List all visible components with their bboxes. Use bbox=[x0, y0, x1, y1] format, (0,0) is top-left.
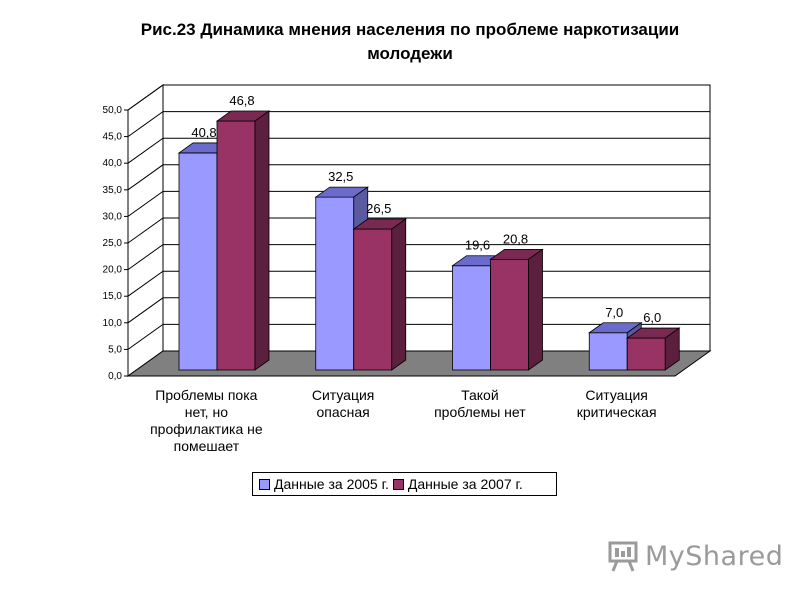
data-label-2007-cat-4: 6,0 bbox=[643, 310, 661, 325]
bar-side bbox=[528, 248, 543, 371]
category-label-line: критическая bbox=[577, 404, 657, 420]
y-tick-label: 40,0 bbox=[103, 158, 123, 169]
bar-2007-cat-1 bbox=[215, 110, 271, 371]
y-tick-label: 35,0 bbox=[103, 185, 123, 196]
chart-title-line-1: Рис.23 Динамика мнения населения по проб… bbox=[140, 20, 680, 39]
bar-front bbox=[626, 337, 666, 371]
y-tick-label: 45,0 bbox=[103, 132, 123, 143]
legend-item-2005: Данные за 2005 г. bbox=[259, 476, 389, 492]
category-label-line: Такой bbox=[461, 387, 499, 403]
bar-side bbox=[391, 218, 407, 371]
bar-2007-cat-3 bbox=[489, 248, 544, 371]
data-label-2005-cat-3: 19,6 bbox=[465, 238, 490, 253]
bar-side bbox=[664, 327, 680, 371]
y-tick-label: 30,0 bbox=[103, 211, 123, 222]
bar-front bbox=[315, 196, 355, 371]
y-tick-label: 10,0 bbox=[103, 318, 123, 329]
y-tick-label: 15,0 bbox=[103, 291, 123, 302]
y-tick-label: 0,0 bbox=[108, 371, 122, 382]
presentation-board-icon bbox=[608, 541, 638, 572]
gridline bbox=[127, 217, 710, 244]
y-tick-label: 25,0 bbox=[103, 238, 123, 249]
category-label-line: нет, но bbox=[185, 404, 228, 420]
legend-swatch-2005 bbox=[259, 478, 270, 490]
gridline bbox=[127, 137, 710, 164]
bar-2007-cat-4 bbox=[626, 327, 681, 371]
chart-title-line-2: молодежи bbox=[367, 44, 453, 63]
gridline bbox=[127, 111, 710, 138]
category-label-line: Проблемы пока bbox=[155, 387, 257, 403]
legend-label-2007: Данные за 2007 г. bbox=[407, 476, 523, 492]
category-label-4: Ситуация критическая bbox=[577, 387, 657, 420]
gridline bbox=[127, 190, 710, 217]
category-label-line: проблемы нет bbox=[434, 404, 526, 420]
category-label-2: Ситуация опасная bbox=[312, 387, 375, 420]
chart-title: Рис.23 Динамика мнения населения по проб… bbox=[60, 18, 760, 66]
watermark: MyShared bbox=[607, 538, 783, 574]
gridline bbox=[127, 84, 710, 111]
bar-side bbox=[254, 110, 270, 371]
data-label-2005-cat-2: 32,5 bbox=[328, 169, 353, 184]
category-label-line: опасная bbox=[316, 404, 369, 420]
data-label-2007-cat-3: 20,8 bbox=[503, 231, 528, 246]
category-label-3: Такой проблемы нет bbox=[434, 387, 526, 420]
category-label-line: профилактика не bbox=[150, 421, 263, 437]
bar-front bbox=[353, 228, 393, 371]
bar-front bbox=[588, 332, 628, 371]
gridline bbox=[127, 164, 710, 191]
category-label-line: помешает bbox=[174, 438, 240, 454]
chart-legend: Данные за 2005 г. Данные за 2007 г. bbox=[252, 472, 557, 496]
gridline bbox=[127, 244, 710, 271]
data-label-2005-cat-4: 7,0 bbox=[605, 305, 623, 320]
bar-front bbox=[178, 152, 218, 371]
data-label-2007-cat-2: 26,5 bbox=[366, 201, 391, 216]
legend-label-2005: Данные за 2005 г. bbox=[274, 476, 389, 492]
data-label-2007-cat-1: 46,8 bbox=[229, 93, 254, 108]
category-label-1: Проблемы пока нет, но профилактика не помеш… bbox=[150, 387, 263, 454]
legend-item-2007: Данные за 2007 г. bbox=[392, 476, 523, 492]
y-tick-label: 50,0 bbox=[103, 105, 123, 116]
y-tick-label: 20,0 bbox=[103, 265, 123, 276]
bar-2007-cat-2 bbox=[352, 218, 407, 371]
watermark-text: MyShared bbox=[645, 540, 784, 572]
chart-plot: 0,0 5,0 10,0 15,0 20,0 25,0 30,0 35,0 40,0 45,0 50… bbox=[103, 84, 712, 454]
y-tick-label: 5,0 bbox=[108, 344, 122, 355]
category-label-line: Ситуация bbox=[312, 387, 375, 403]
bar-front bbox=[452, 265, 491, 371]
data-label-2005-cat-1: 40,8 bbox=[191, 125, 216, 140]
category-label-line: Ситуация bbox=[585, 387, 648, 403]
legend-swatch-2007 bbox=[392, 478, 404, 490]
bar-front bbox=[216, 120, 256, 371]
bar-front bbox=[490, 258, 529, 371]
